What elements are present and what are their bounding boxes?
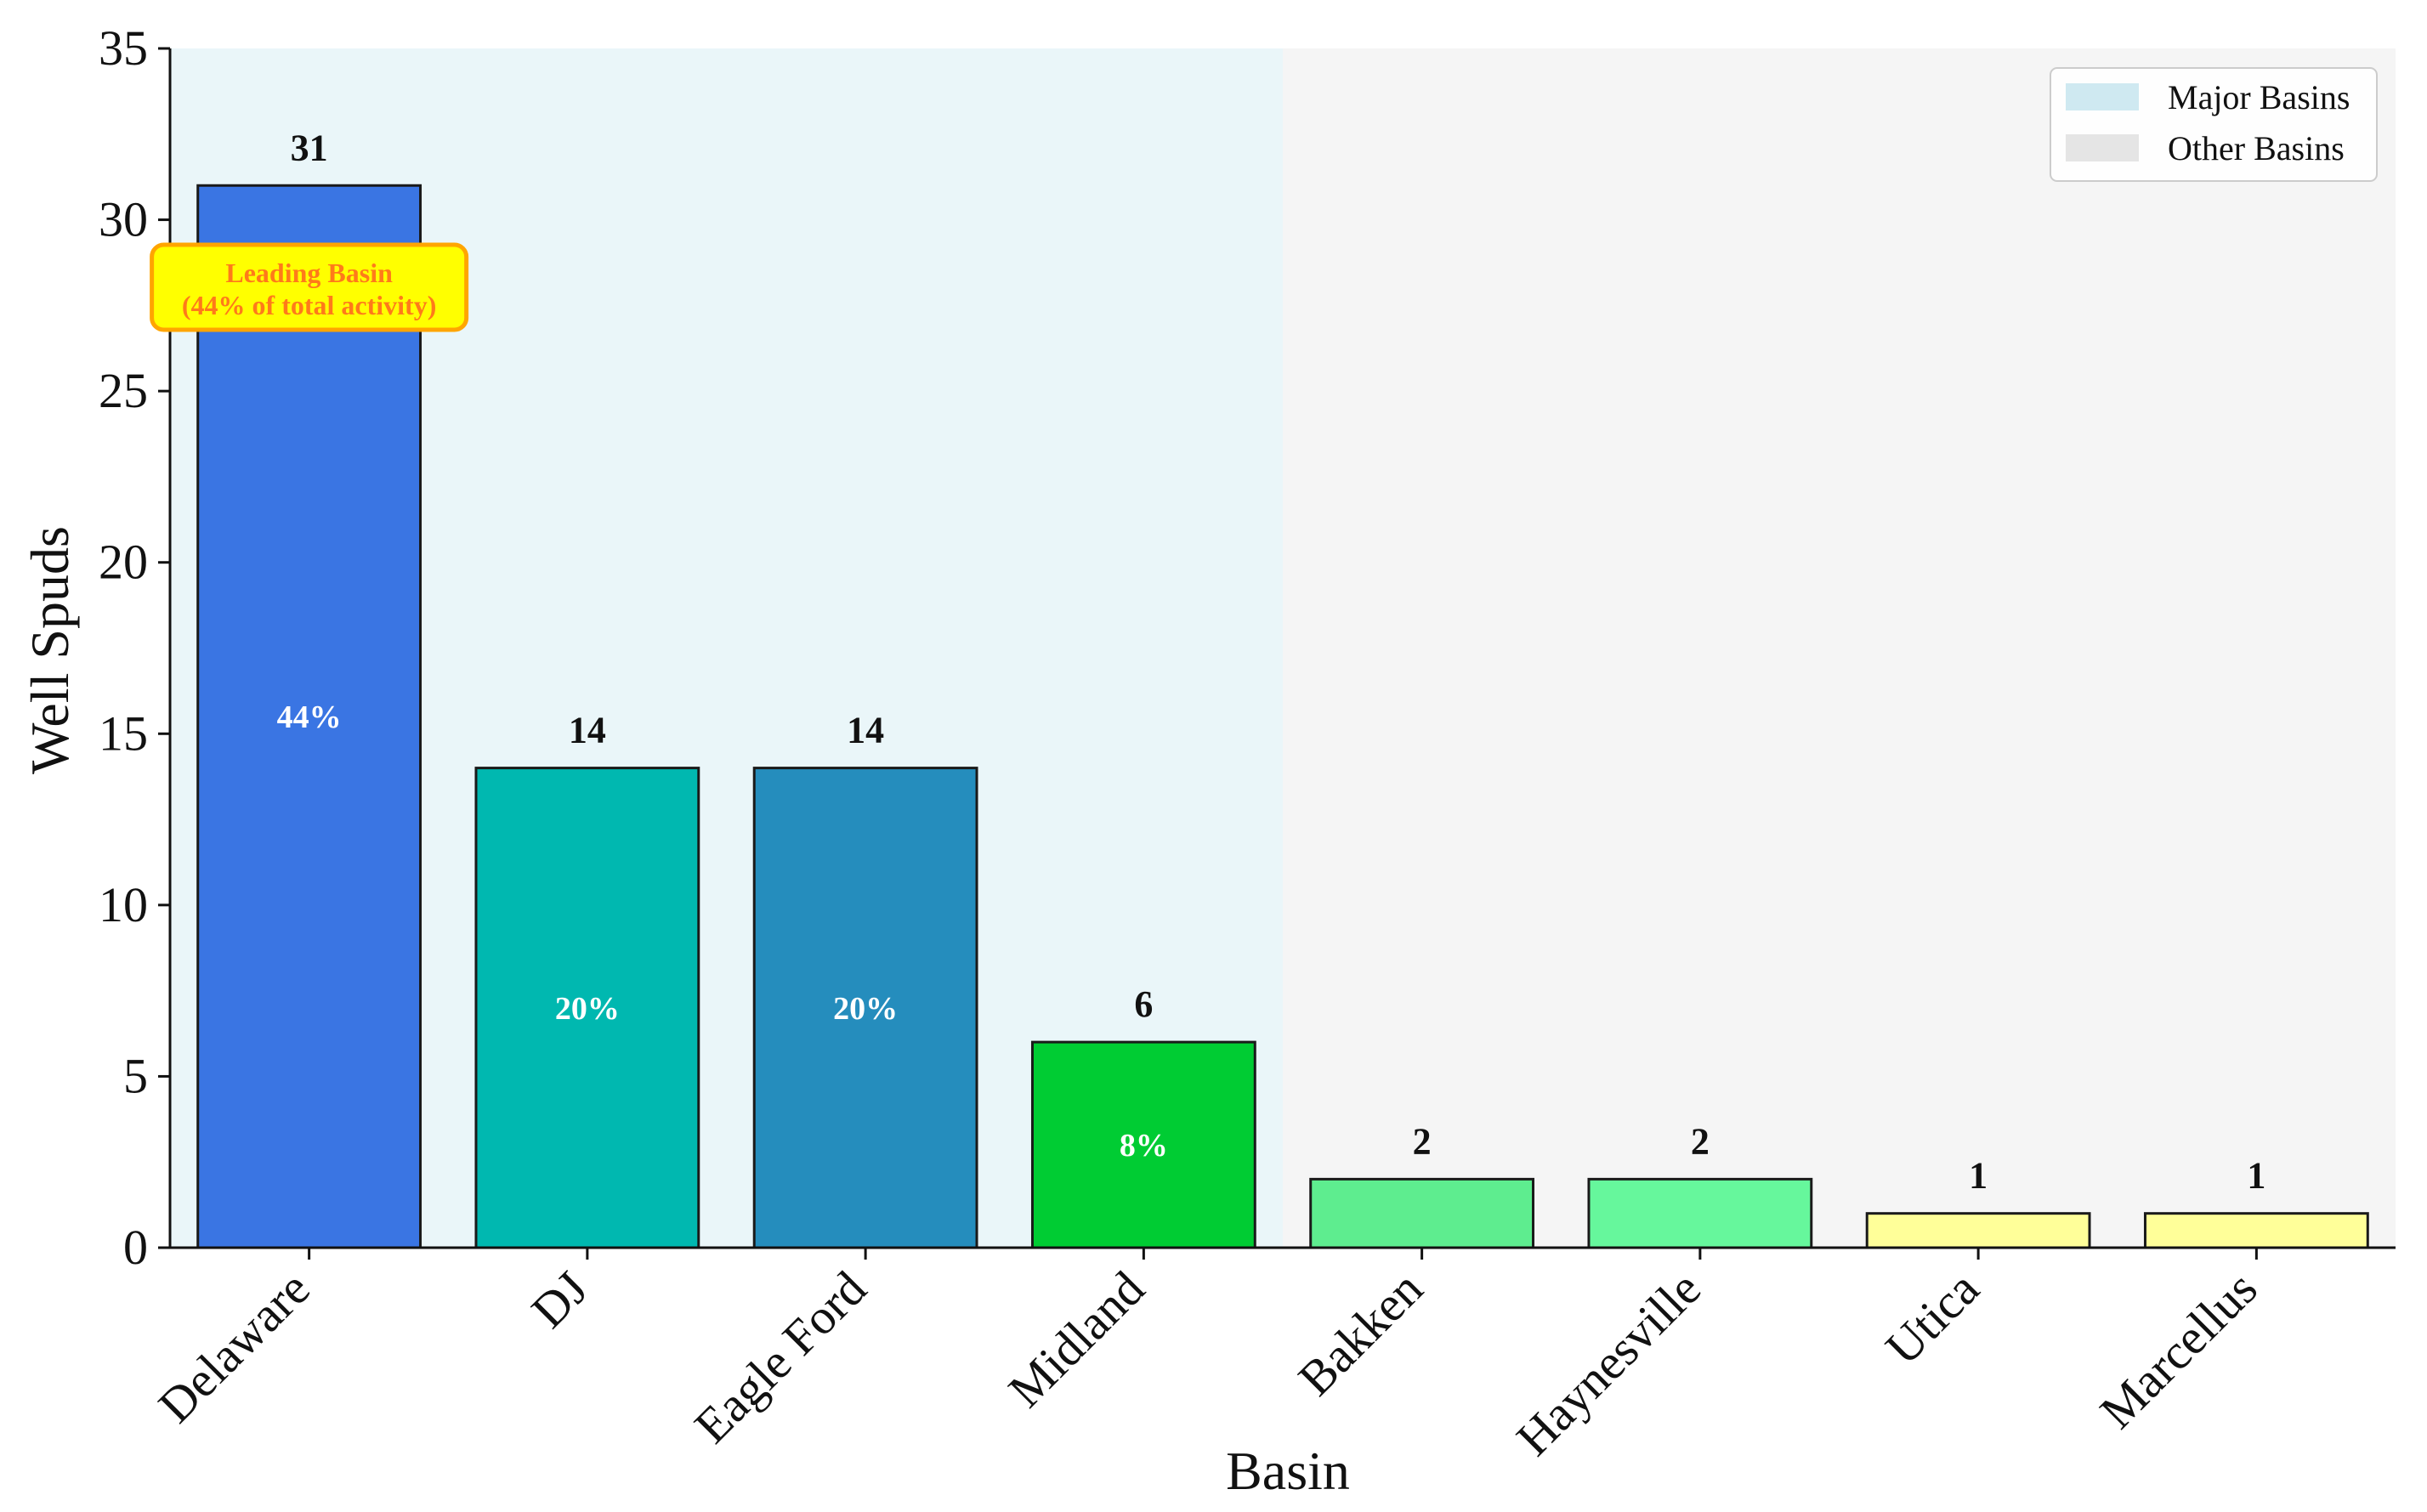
legend-label: Other Basins <box>2168 129 2345 167</box>
percent-label: 20% <box>555 991 620 1027</box>
y-tick-label: 25 <box>99 363 148 418</box>
y-tick-label: 15 <box>99 705 148 761</box>
value-label: 31 <box>291 127 328 168</box>
annotation-line-1: Leading Basin <box>225 258 393 288</box>
value-label: 14 <box>569 710 606 751</box>
value-label: 2 <box>1413 1120 1432 1162</box>
x-tick-label: Utica <box>1875 1260 1990 1375</box>
bar-haynesville <box>1587 1177 1813 1249</box>
x-tick-label: Eagle Ford <box>683 1260 876 1453</box>
x-tick-label: DJ <box>521 1260 599 1339</box>
x-axis-title: Basin <box>1226 1441 1350 1501</box>
bars <box>196 184 2369 1249</box>
legend: Major Basins Other Basins <box>2050 67 2378 182</box>
annotation-box <box>150 242 469 332</box>
y-tick-label: 30 <box>99 192 148 247</box>
y-tick-label: 10 <box>99 877 148 932</box>
value-label: 6 <box>1134 983 1153 1025</box>
bar-marcellus <box>2143 1212 2369 1249</box>
value-label: 14 <box>847 710 884 751</box>
value-label: 1 <box>1969 1155 1988 1197</box>
bar-dj <box>474 767 700 1249</box>
x-tick-label: Bakken <box>1288 1260 1433 1406</box>
value-label: 2 <box>1691 1120 1710 1162</box>
x-tick-label: Marcellus <box>2090 1260 2268 1439</box>
y-tick-label: 35 <box>99 20 148 76</box>
percent-label: 8% <box>1120 1128 1168 1164</box>
y-tick-label: 0 <box>123 1220 148 1275</box>
x-tick-label: Haynesville <box>1506 1260 1711 1466</box>
y-axis-title: Well Spuds <box>20 526 80 774</box>
annotation-line-2: (44% of total activity) <box>182 290 436 320</box>
legend-swatch <box>2066 134 2139 161</box>
bar-bakken <box>1309 1177 1535 1249</box>
annotation: Leading Basin(44% of total activity) <box>150 242 469 332</box>
legend-label: Major Basins <box>2168 78 2350 116</box>
bar-eagle-ford <box>752 767 978 1249</box>
x-tick-label: Delaware <box>148 1260 320 1433</box>
data-labels: 31 44% 14 20% 14 20% 6 8% 2 2 1 1 <box>277 127 2266 1196</box>
y-tick-label: 5 <box>123 1048 148 1103</box>
y-tick-label: 20 <box>99 535 148 590</box>
x-tick-label: Midland <box>998 1260 1155 1418</box>
value-label: 1 <box>2247 1155 2265 1197</box>
percent-label: 20% <box>833 991 898 1027</box>
bar-midland <box>1030 1040 1256 1249</box>
legend-swatch <box>2066 83 2139 110</box>
percent-label: 44% <box>277 699 342 735</box>
region-other-basins <box>1283 48 2396 1248</box>
bar-utica <box>1865 1212 2091 1249</box>
